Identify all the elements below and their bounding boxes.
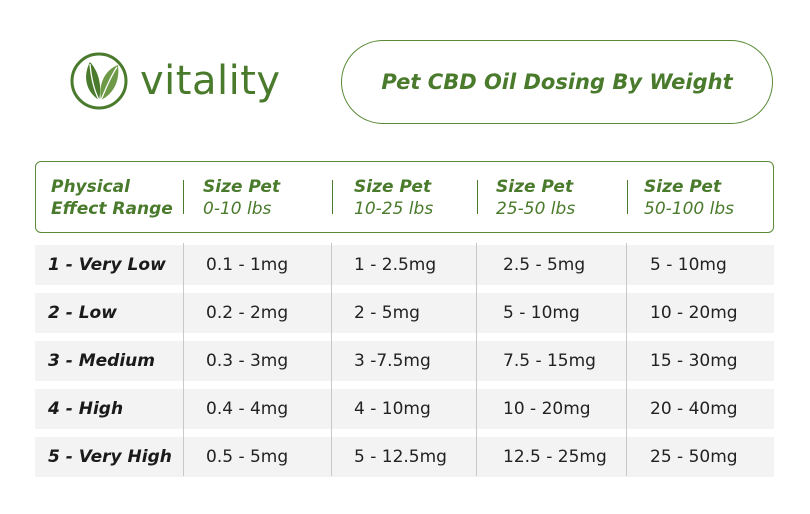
dose-cell: 5 - 12.5mg <box>354 447 447 467</box>
table-row: 5 - Very High 0.5 - 5mg 5 - 12.5mg 12.5 … <box>35 437 774 477</box>
dose-cell: 0.2 - 2mg <box>206 303 289 323</box>
dose-cell: 0.1 - 1mg <box>206 255 289 275</box>
header-line-2: 0-10 lbs <box>203 199 272 219</box>
column-divider <box>476 243 477 476</box>
header-line-2: 25-50 lbs <box>496 199 576 219</box>
dose-cell: 0.4 - 4mg <box>206 399 289 419</box>
dose-cell: 10 - 20mg <box>650 303 738 323</box>
row-label: 1 - Very Low <box>48 255 166 275</box>
column-divider <box>183 243 184 476</box>
table-row: 3 - Medium 0.3 - 3mg 3 -7.5mg 7.5 - 15mg… <box>35 341 774 381</box>
header-size-50-100: Size Pet 50-100 lbs <box>644 176 734 220</box>
row-label: 3 - Medium <box>48 351 155 371</box>
header-divider <box>627 180 628 214</box>
dose-cell: 3 -7.5mg <box>354 351 431 371</box>
dose-cell: 10 - 20mg <box>503 399 591 419</box>
header-line-2: 10-25 lbs <box>354 199 434 219</box>
header-divider <box>332 180 333 214</box>
column-divider <box>626 243 627 476</box>
header-size-10-25: Size Pet 10-25 lbs <box>354 176 433 220</box>
dose-cell: 5 - 10mg <box>503 303 580 323</box>
header-size-0-10: Size Pet 0-10 lbs <box>203 176 280 220</box>
dose-cell: 2 - 5mg <box>354 303 420 323</box>
dose-cell: 20 - 40mg <box>650 399 738 419</box>
header-size-25-50: Size Pet 25-50 lbs <box>496 176 575 220</box>
row-label: 5 - Very High <box>48 447 172 467</box>
header-line-1: Size Pet <box>496 177 574 197</box>
table-row: 2 - Low 0.2 - 2mg 2 - 5mg 5 - 10mg 10 - … <box>35 293 774 333</box>
dose-cell: 25 - 50mg <box>650 447 738 467</box>
leaf-logo-icon <box>70 52 128 110</box>
row-label: 2 - Low <box>48 303 117 323</box>
brand-name: vitality <box>140 58 281 104</box>
header-divider <box>183 180 184 214</box>
dose-cell: 5 - 10mg <box>650 255 727 275</box>
header-line-1: Size Pet <box>644 177 722 197</box>
header-line-2: Effect Range <box>51 199 173 219</box>
dose-cell: 12.5 - 25mg <box>503 447 607 467</box>
dose-cell: 7.5 - 15mg <box>503 351 596 371</box>
header-effect-range: Physical Effect Range <box>51 176 173 220</box>
column-divider <box>331 243 332 476</box>
dose-cell: 1 - 2.5mg <box>354 255 437 275</box>
header-line-1: Size Pet <box>203 177 281 197</box>
dose-cell: 0.5 - 5mg <box>206 447 289 467</box>
header-divider <box>477 180 478 214</box>
dose-cell: 4 - 10mg <box>354 399 431 419</box>
title-banner: Pet CBD Oil Dosing By Weight <box>341 40 773 124</box>
dose-cell: 15 - 30mg <box>650 351 738 371</box>
header-line-2: 50-100 lbs <box>644 199 734 219</box>
dose-cell: 0.3 - 3mg <box>206 351 289 371</box>
dose-cell: 2.5 - 5mg <box>503 255 586 275</box>
table-row: 4 - High 0.4 - 4mg 4 - 10mg 10 - 20mg 20… <box>35 389 774 429</box>
table-row: 1 - Very Low 0.1 - 1mg 1 - 2.5mg 2.5 - 5… <box>35 245 774 285</box>
row-label: 4 - High <box>48 399 124 419</box>
header-line-1: Physical <box>51 177 130 197</box>
header-line-1: Size Pet <box>354 177 432 197</box>
brand-logo: vitality <box>68 50 281 112</box>
table-header: Physical Effect Range Size Pet 0-10 lbs … <box>35 161 774 233</box>
page-title: Pet CBD Oil Dosing By Weight <box>381 70 733 94</box>
